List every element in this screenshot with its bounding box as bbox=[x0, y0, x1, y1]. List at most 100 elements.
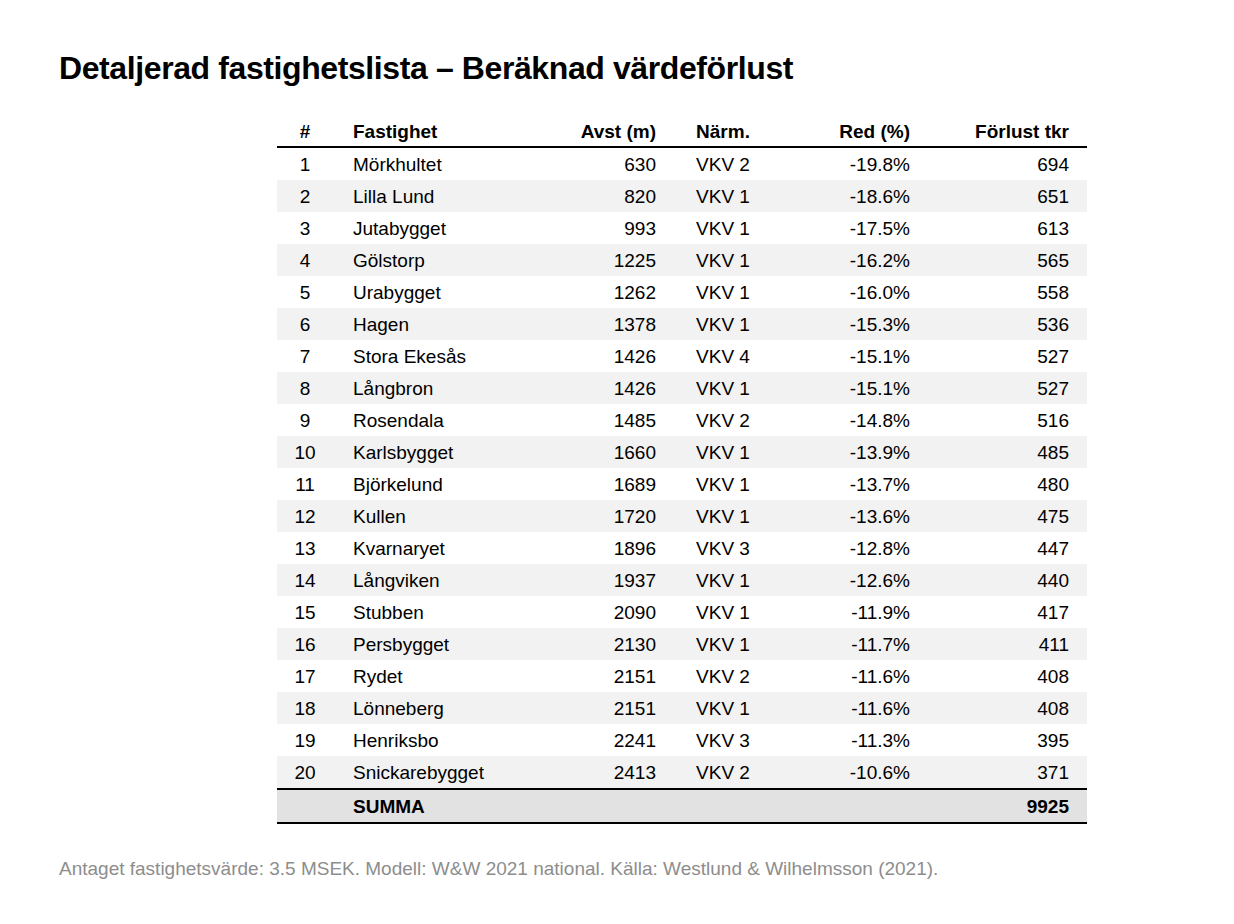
cell-nearest: VKV 1 bbox=[656, 180, 790, 212]
cell-reduction: -12.8% bbox=[790, 532, 910, 564]
cell-property: Hagen bbox=[333, 308, 560, 340]
cell-property: Jutabygget bbox=[333, 212, 560, 244]
cell-property: Henriksbo bbox=[333, 724, 560, 756]
cell-loss: 694 bbox=[910, 147, 1087, 180]
cell-property: Långviken bbox=[333, 564, 560, 596]
table-row: 18Lönneberg2151VKV 1-11.6%408 bbox=[277, 692, 1087, 724]
cell-reduction: -19.8% bbox=[790, 147, 910, 180]
page-title: Detaljerad fastighetslista – Beräknad vä… bbox=[59, 52, 793, 84]
cell-loss: 447 bbox=[910, 532, 1087, 564]
cell-nearest: VKV 1 bbox=[656, 308, 790, 340]
cell-property: Kullen bbox=[333, 500, 560, 532]
cell-nearest: VKV 1 bbox=[656, 628, 790, 660]
cell-property: Karlsbygget bbox=[333, 436, 560, 468]
cell-property: Rosendala bbox=[333, 404, 560, 436]
table-body: 1Mörkhultet630VKV 2-19.8%6942Lilla Lund8… bbox=[277, 147, 1087, 789]
table-row: 9Rosendala1485VKV 2-14.8%516 bbox=[277, 404, 1087, 436]
cell-reduction: -11.6% bbox=[790, 660, 910, 692]
cell-nearest: VKV 1 bbox=[656, 596, 790, 628]
cell-index: 13 bbox=[277, 532, 333, 564]
cell-loss: 475 bbox=[910, 500, 1087, 532]
cell-index: 8 bbox=[277, 372, 333, 404]
cell-index: 18 bbox=[277, 692, 333, 724]
header-row: # Fastighet Avst (m) Närm. Red (%) Förlu… bbox=[277, 117, 1087, 147]
cell-distance: 1937 bbox=[560, 564, 656, 596]
table-row: 11Björkelund1689VKV 1-13.7%480 bbox=[277, 468, 1087, 500]
cell-property: Kvarnaryet bbox=[333, 532, 560, 564]
cell-reduction: -13.6% bbox=[790, 500, 910, 532]
cell-index: 3 bbox=[277, 212, 333, 244]
cell-index: 6 bbox=[277, 308, 333, 340]
cell-loss: 411 bbox=[910, 628, 1087, 660]
cell-distance: 2130 bbox=[560, 628, 656, 660]
cell-distance: 2090 bbox=[560, 596, 656, 628]
cell-index: 11 bbox=[277, 468, 333, 500]
cell-reduction: -15.3% bbox=[790, 308, 910, 340]
summary-empty-cell bbox=[560, 789, 656, 823]
cell-loss: 651 bbox=[910, 180, 1087, 212]
cell-index: 5 bbox=[277, 276, 333, 308]
cell-nearest: VKV 3 bbox=[656, 532, 790, 564]
column-header-reduction: Red (%) bbox=[790, 117, 910, 147]
cell-distance: 993 bbox=[560, 212, 656, 244]
cell-distance: 1262 bbox=[560, 276, 656, 308]
cell-nearest: VKV 2 bbox=[656, 756, 790, 789]
cell-loss: 558 bbox=[910, 276, 1087, 308]
cell-index: 1 bbox=[277, 147, 333, 180]
cell-distance: 2151 bbox=[560, 660, 656, 692]
cell-loss: 527 bbox=[910, 340, 1087, 372]
cell-loss: 485 bbox=[910, 436, 1087, 468]
cell-nearest: VKV 1 bbox=[656, 276, 790, 308]
table-row: 20Snickarebygget2413VKV 2-10.6%371 bbox=[277, 756, 1087, 789]
cell-reduction: -12.6% bbox=[790, 564, 910, 596]
cell-reduction: -11.3% bbox=[790, 724, 910, 756]
summary-label: SUMMA bbox=[333, 789, 560, 823]
cell-distance: 1720 bbox=[560, 500, 656, 532]
column-header-nearest: Närm. bbox=[656, 117, 790, 147]
cell-property: Persbygget bbox=[333, 628, 560, 660]
cell-reduction: -11.7% bbox=[790, 628, 910, 660]
cell-property: Rydet bbox=[333, 660, 560, 692]
summary-empty-cell bbox=[277, 789, 333, 823]
summary-total: 9925 bbox=[910, 789, 1087, 823]
cell-index: 17 bbox=[277, 660, 333, 692]
cell-reduction: -14.8% bbox=[790, 404, 910, 436]
cell-nearest: VKV 1 bbox=[656, 372, 790, 404]
cell-property: Lönneberg bbox=[333, 692, 560, 724]
table-row: 13Kvarnaryet1896VKV 3-12.8%447 bbox=[277, 532, 1087, 564]
table-row: 1Mörkhultet630VKV 2-19.8%694 bbox=[277, 147, 1087, 180]
table-row: 4Gölstorp1225VKV 1-16.2%565 bbox=[277, 244, 1087, 276]
property-table: # Fastighet Avst (m) Närm. Red (%) Förlu… bbox=[277, 117, 1087, 824]
cell-property: Urabygget bbox=[333, 276, 560, 308]
column-header-property: Fastighet bbox=[333, 117, 560, 147]
column-header-distance: Avst (m) bbox=[560, 117, 656, 147]
cell-distance: 630 bbox=[560, 147, 656, 180]
cell-property: Långbron bbox=[333, 372, 560, 404]
table-row: 15Stubben2090VKV 1-11.9%417 bbox=[277, 596, 1087, 628]
cell-loss: 527 bbox=[910, 372, 1087, 404]
cell-loss: 440 bbox=[910, 564, 1087, 596]
cell-index: 10 bbox=[277, 436, 333, 468]
cell-index: 9 bbox=[277, 404, 333, 436]
cell-nearest: VKV 2 bbox=[656, 660, 790, 692]
cell-reduction: -13.7% bbox=[790, 468, 910, 500]
cell-distance: 2413 bbox=[560, 756, 656, 789]
cell-nearest: VKV 1 bbox=[656, 500, 790, 532]
table-row: 12Kullen1720VKV 1-13.6%475 bbox=[277, 500, 1087, 532]
cell-distance: 1689 bbox=[560, 468, 656, 500]
cell-loss: 516 bbox=[910, 404, 1087, 436]
cell-index: 14 bbox=[277, 564, 333, 596]
summary-empty-cell bbox=[656, 789, 790, 823]
cell-reduction: -11.9% bbox=[790, 596, 910, 628]
cell-reduction: -10.6% bbox=[790, 756, 910, 789]
cell-reduction: -16.0% bbox=[790, 276, 910, 308]
cell-index: 2 bbox=[277, 180, 333, 212]
cell-index: 4 bbox=[277, 244, 333, 276]
cell-nearest: VKV 1 bbox=[656, 564, 790, 596]
cell-reduction: -11.6% bbox=[790, 692, 910, 724]
cell-loss: 565 bbox=[910, 244, 1087, 276]
cell-nearest: VKV 1 bbox=[656, 468, 790, 500]
cell-index: 20 bbox=[277, 756, 333, 789]
cell-property: Stubben bbox=[333, 596, 560, 628]
cell-nearest: VKV 2 bbox=[656, 147, 790, 180]
